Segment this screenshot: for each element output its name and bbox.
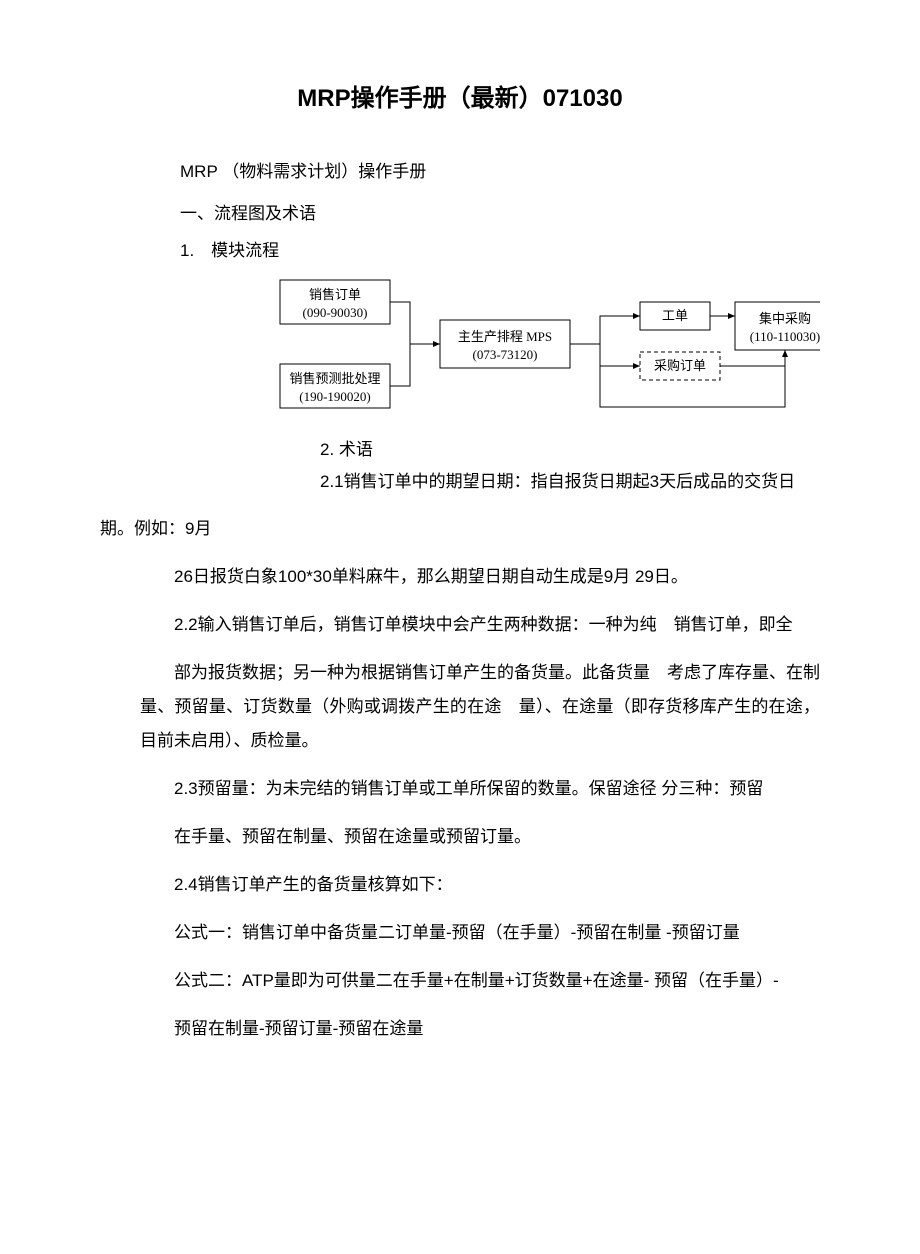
para-2-4: 2.4销售订单产生的备货量核算如下： bbox=[140, 868, 820, 902]
node-mps-l2: (073-73120) bbox=[473, 347, 538, 362]
section-1-heading: 一、流程图及术语 bbox=[180, 200, 820, 227]
edge-mps-po bbox=[600, 344, 640, 366]
node-forecast-batch-l2: (190-190020) bbox=[299, 389, 371, 404]
edge-so-mps bbox=[390, 302, 440, 344]
node-central-purchase-l2: (110-110030) bbox=[750, 329, 820, 344]
page-title: MRP操作手册（最新）071030 bbox=[100, 80, 820, 118]
item-1-heading: 1. 模块流程 bbox=[180, 237, 820, 264]
node-purchase-order-l1: 采购订单 bbox=[654, 358, 706, 373]
para-2-2b: 部为报货数据；另一种为根据销售订单产生的备货量。此备货量 考虑了库存量、在制量、… bbox=[140, 656, 820, 758]
para-2-1c: 26日报货白象100*30单料麻牛，那么期望日期自动生成是9月 29日。 bbox=[140, 560, 820, 594]
node-central-purchase-l1: 集中采购 bbox=[759, 311, 811, 326]
para-2-3a: 2.3预留量：为未完结的销售订单或工单所保留的数量。保留途径 分三种：预留 bbox=[140, 772, 820, 806]
subtitle: MRP （物料需求计划）操作手册 bbox=[180, 158, 820, 185]
para-2-1a: 2.1销售订单中的期望日期：指自报货日期起3天后成品的交货日 bbox=[320, 467, 820, 498]
node-sales-order-l2: (090-90030) bbox=[303, 305, 368, 320]
node-sales-order-l1: 销售订单 bbox=[309, 287, 361, 302]
edge-mps-wo bbox=[570, 316, 640, 344]
edge-fb-join bbox=[390, 344, 410, 386]
formula-1: 公式一：销售订单中备货量二订单量-预留（在手量）-预留在制量 -预留订量 bbox=[140, 916, 820, 950]
para-2-3b: 在手量、预留在制量、预留在途量或预留订量。 bbox=[140, 820, 820, 854]
node-mps-l1: 主生产排程 MPS bbox=[458, 329, 552, 344]
node-forecast-batch-l1: 销售预测批处理 bbox=[289, 371, 380, 386]
item-2-heading: 2. 术语 bbox=[320, 436, 820, 463]
para-2-1b: 期。例如：9月 bbox=[100, 512, 820, 546]
para-2-2a: 2.2输入销售订单后，销售订单模块中会产生两种数据：一种为纯 销售订单，即全 bbox=[140, 608, 820, 642]
formula-2b: 预留在制量-预留订量-预留在途量 bbox=[140, 1012, 820, 1046]
edge-po-cp bbox=[720, 350, 785, 366]
formula-2a: 公式二：ATP量即为可供量二在手量+在制量+订货数量+在途量- 预留（在手量）- bbox=[140, 964, 820, 998]
flowchart: 销售订单 (090-90030) 销售预测批处理 (190-190020) 主生… bbox=[100, 272, 820, 432]
node-work-order-l1: 工单 bbox=[662, 308, 688, 323]
